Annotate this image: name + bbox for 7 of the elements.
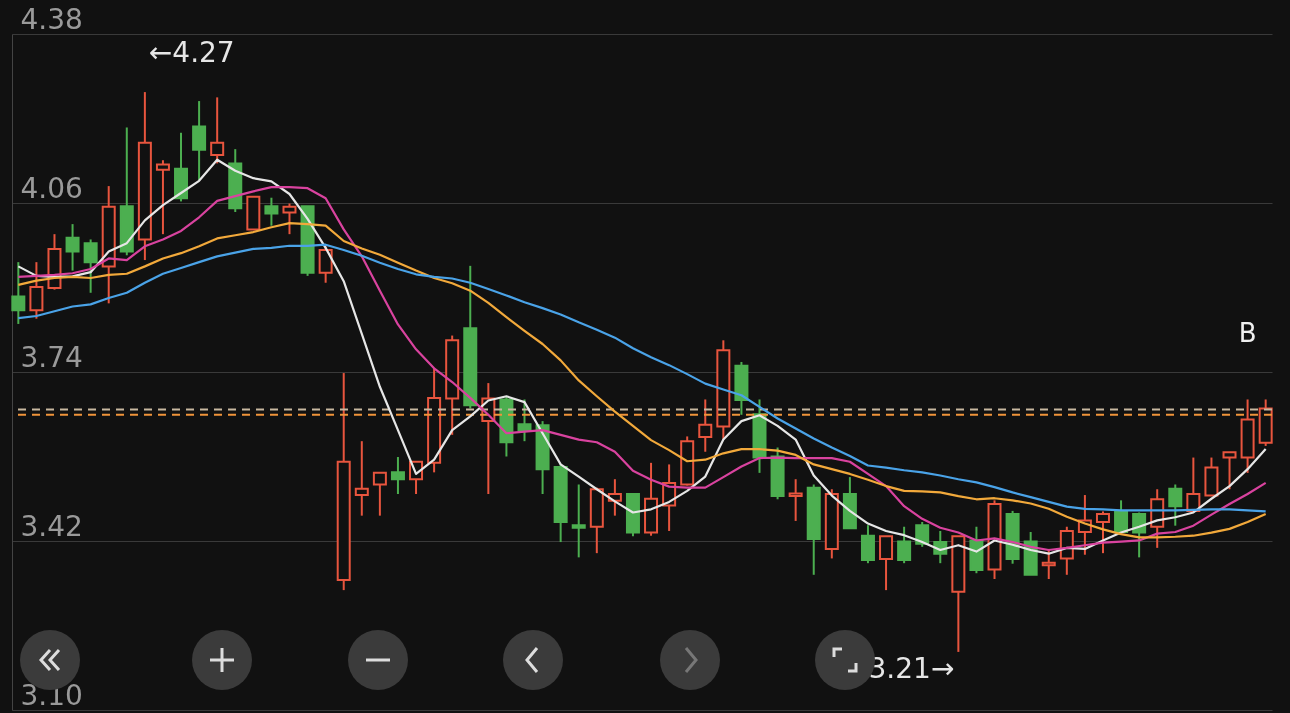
annotation: ←4.27 xyxy=(148,36,235,70)
y-tick-label: 4.38 xyxy=(20,2,83,36)
y-tick-label: 3.42 xyxy=(20,509,83,543)
y-tick-label: 4.06 xyxy=(20,171,83,205)
y-tick-label: 3.74 xyxy=(20,340,83,374)
annotation: B xyxy=(1238,318,1257,348)
annotation: 3.21→ xyxy=(868,651,955,685)
